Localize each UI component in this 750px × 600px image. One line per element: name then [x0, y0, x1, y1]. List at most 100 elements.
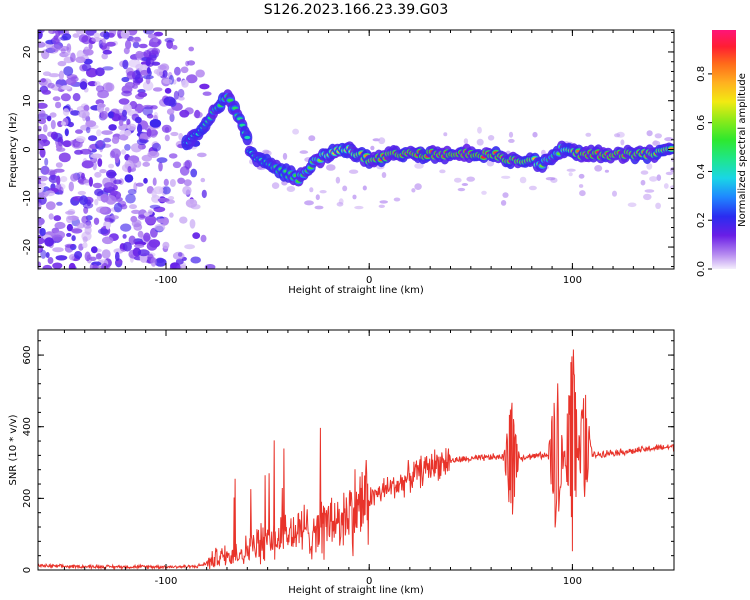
y-tick-label: 400 [22, 417, 33, 436]
spectrogram-cell [169, 179, 176, 187]
x-tick-label: -100 [155, 576, 178, 587]
spectrogram-cell [158, 161, 163, 172]
spectrogram-cell [49, 112, 57, 118]
spectrogram-cell [143, 30, 155, 35]
spectrogram-cell [179, 216, 188, 224]
spectrogram-cell [646, 130, 653, 137]
spectrogram-cell [352, 194, 357, 200]
spectrogram-cell [93, 32, 101, 38]
spectrogram-cell [72, 33, 80, 38]
spectrogram-cell [45, 252, 50, 258]
spectrogram-cell [120, 30, 130, 39]
spectrogram-cell [113, 202, 123, 213]
spectrogram-cell [174, 66, 181, 76]
spectrogram-cell [102, 66, 114, 71]
y-tick-label: 200 [22, 489, 33, 508]
spectrogram-cell [127, 166, 132, 173]
spectrogram-cell [585, 132, 592, 137]
spectrogram-cell [644, 189, 655, 193]
spectrogram-cell [103, 137, 112, 143]
spectrogram-cell [101, 44, 110, 52]
colorbar-gradient [712, 30, 736, 269]
spectrogram-cell [519, 176, 527, 184]
spectrogram-cell [83, 58, 93, 65]
x-tick-label: 100 [563, 275, 582, 286]
spectrogram-cell [139, 133, 149, 141]
spectrogram-cell [66, 215, 73, 224]
spectrogram-cell [82, 236, 88, 243]
colorbar-tick-label: 0.0 [696, 261, 707, 277]
spectrogram-cell [120, 223, 132, 232]
spectrogram-cell [143, 50, 152, 59]
spectrogram-cell [101, 38, 106, 46]
spectrogram-cell [38, 118, 47, 125]
spectrogram-cell [121, 90, 132, 97]
spectrogram-cell [646, 163, 653, 170]
spectrogram-cell [118, 119, 124, 127]
spectrogram-cell [71, 228, 83, 234]
spectrogram-cell [149, 119, 162, 128]
spectrogram-cell [653, 140, 658, 145]
spectrogram-cell [130, 37, 142, 43]
spectrogram-cell [168, 196, 175, 201]
colorbar-tick-label: 0.2 [696, 212, 707, 228]
spectrogram-cell [90, 153, 103, 159]
y-tick-label: 10 [22, 94, 33, 107]
spectrogram-cell [172, 161, 182, 169]
spectrogram-cell [39, 109, 46, 118]
spectrogram-cell [393, 197, 401, 202]
spectrogram-cell [154, 258, 167, 267]
spectrogram-cell [104, 217, 113, 223]
spectrogram-cell [43, 124, 48, 133]
figure-title: S126.2023.166.23.39.G03 [264, 2, 449, 18]
spectrogram-cell [502, 192, 509, 198]
spectrogram-cell [190, 256, 201, 264]
spectrogram-cell [104, 182, 115, 190]
spectrogram-cell [308, 135, 316, 142]
spectrogram-cell [119, 134, 129, 141]
spectrogram-cell [663, 183, 669, 189]
spectrogram-cell [136, 138, 147, 145]
ridge-core [244, 135, 251, 140]
spectrogram-cell [146, 128, 152, 138]
spectrogram-cell [656, 174, 662, 181]
spectrogram-cell [106, 41, 116, 47]
spectrogram-cell [92, 264, 98, 269]
spectrogram-cell [122, 59, 129, 70]
spectrogram-cell [97, 89, 109, 99]
spectrogram-cell [411, 188, 416, 193]
spectrogram-cell [65, 51, 71, 56]
spectrogram-cell [135, 50, 144, 59]
spectrogram-cell [177, 96, 185, 101]
spectrogram-cell [95, 67, 105, 77]
spectrogram-cell [164, 134, 170, 142]
spectrogram-cell [101, 262, 109, 269]
spectrogram-cell [58, 70, 64, 81]
spectrogram-cell [133, 244, 145, 248]
spectrogram-cell [152, 142, 161, 152]
spectrogram-cell [114, 153, 120, 164]
spectrogram-cell [77, 190, 87, 196]
spectrogram-cell [88, 42, 93, 50]
spectrogram-cell [93, 217, 100, 225]
spectrogram-cell [45, 169, 58, 176]
spectrogram-cell [144, 215, 157, 225]
spectrogram-cell [54, 221, 66, 230]
spectrogram-cell [443, 132, 448, 137]
spectrogram-cell [84, 251, 91, 262]
spectrogram-cell [439, 169, 446, 174]
spectrogram-cell [501, 175, 511, 179]
spectrogram-cell [133, 160, 142, 168]
spectrogram-cell [370, 145, 375, 151]
spectrogram-cell [88, 176, 93, 187]
spectrogram-cell [130, 215, 138, 223]
spectrogram-cell [146, 67, 151, 74]
spectrogram-cell [70, 173, 79, 182]
spectrogram-cell [52, 234, 63, 242]
spectrogram-cell [143, 232, 151, 242]
spectrogram-cell [157, 64, 167, 70]
spectrogram-cell [142, 106, 153, 116]
spectrogram-cell [528, 185, 537, 191]
